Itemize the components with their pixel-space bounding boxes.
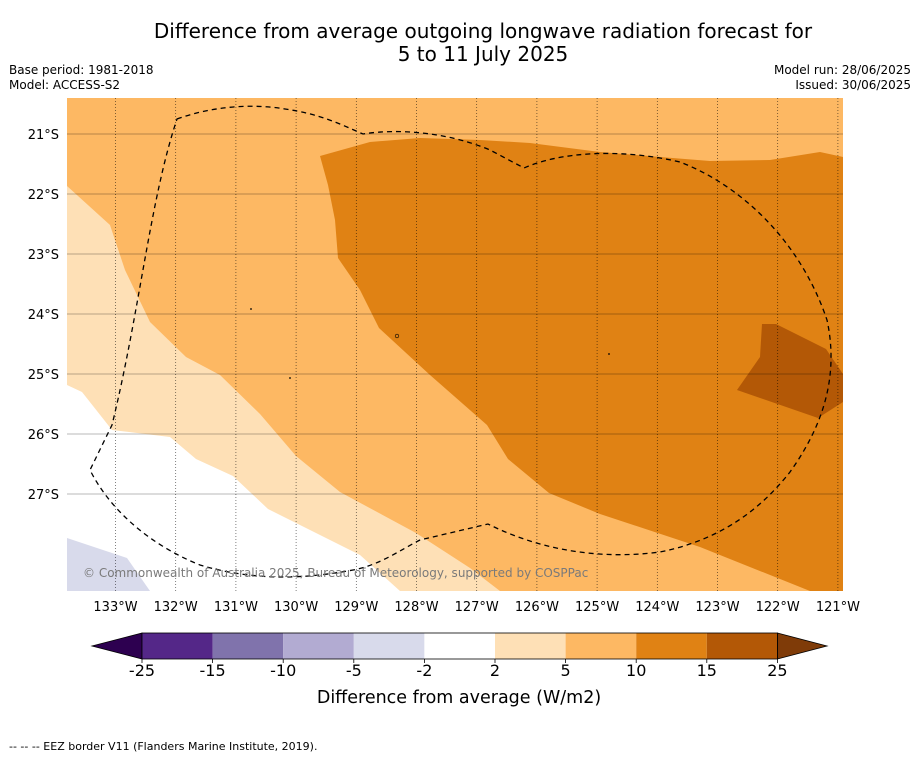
colorbar-bin xyxy=(495,633,566,659)
latitude-labels: 21°S 22°S 23°S 24°S 25°S 26°S 27°S xyxy=(28,128,59,503)
colorbar: -25 -15 -10 -5 -2 2 5 10 15 25 xyxy=(90,632,829,680)
copyright-notice: © Commonwealth of Australia 2025, Bureau… xyxy=(83,566,588,580)
colorbar-bin xyxy=(142,633,213,659)
colorbar-title: Difference from average (W/m2) xyxy=(317,688,601,708)
lon-label: 130°W xyxy=(274,600,318,615)
lon-label: 122°W xyxy=(756,600,800,615)
colorbar-extend-low xyxy=(90,632,143,660)
contour-speck xyxy=(289,377,291,379)
longitude-gridlines xyxy=(115,98,839,591)
region-10-15 xyxy=(320,138,843,591)
colorbar-bin xyxy=(212,633,284,659)
colorbar-bin xyxy=(424,633,495,659)
model-name: Model: ACCESS-S2 xyxy=(9,78,121,92)
lat-label: 25°S xyxy=(28,368,59,383)
issued-date: Issued: 30/06/2025 xyxy=(795,78,911,92)
colorbar-tick-label: 2 xyxy=(490,661,500,680)
title-line-2: 5 to 11 July 2025 xyxy=(397,42,569,66)
latitude-gridlines xyxy=(67,133,843,495)
lon-label: 126°W xyxy=(515,600,559,615)
meta-right: Model run: 28/06/2025 Issued: 30/06/2025 xyxy=(774,63,911,93)
region-neutral xyxy=(67,385,400,591)
lat-label: 22°S xyxy=(28,188,59,203)
meta-left: Base period: 1981-2018 Model: ACCESS-S2 xyxy=(9,63,154,93)
map-area: © Commonwealth of Australia 2025, Bureau… xyxy=(67,98,843,591)
title-line-1: Difference from average outgoing longwav… xyxy=(153,19,813,43)
lat-label: 26°S xyxy=(28,428,59,443)
lon-label: 132°W xyxy=(154,600,198,615)
colorbar-bin xyxy=(706,633,778,659)
colorbar-tick-label: 25 xyxy=(767,661,787,680)
lon-label: 124°W xyxy=(635,600,679,615)
lon-label: 128°W xyxy=(394,600,438,615)
colorbar-extend-high xyxy=(777,632,829,660)
colorbar-bin xyxy=(636,633,707,659)
colorbar-bin xyxy=(283,633,354,659)
lat-label: 21°S xyxy=(28,128,59,143)
lon-label: 121°W xyxy=(816,600,860,615)
contour-speck xyxy=(608,353,610,355)
colorbar-tick-label: 15 xyxy=(697,661,717,680)
colorbar-tick-label: 10 xyxy=(626,661,646,680)
eez-footnote: -- -- -- EEZ border V11 (Flanders Marine… xyxy=(9,740,318,753)
contour-speck xyxy=(394,333,400,339)
colorbar-bin xyxy=(565,633,637,659)
contour-speck xyxy=(250,308,252,310)
colorbar-tick-label: -25 xyxy=(129,661,155,680)
colorbar-tick-label: -15 xyxy=(200,661,226,680)
eez-border xyxy=(89,105,832,578)
lon-label: 123°W xyxy=(695,600,739,615)
map-title: Difference from average outgoing longwav… xyxy=(60,20,906,66)
longitude-labels: 133°W 132°W 131°W 130°W 129°W 128°W 127°W 126°W… xyxy=(93,600,860,615)
colorbar-tick-label: -5 xyxy=(346,661,362,680)
region-minus-5-2 xyxy=(67,538,150,591)
model-run: Model run: 28/06/2025 xyxy=(773,63,911,77)
base-period: Base period: 1981-2018 xyxy=(9,63,154,77)
colorbar-tick-label: 5 xyxy=(561,661,571,680)
lat-label: 24°S xyxy=(28,308,59,323)
colorbar-frame xyxy=(141,632,778,660)
lon-label: 133°W xyxy=(93,600,137,615)
lon-label: 129°W xyxy=(334,600,378,615)
lon-label: 127°W xyxy=(455,600,499,615)
region-15-25 xyxy=(737,324,843,418)
lat-label: 27°S xyxy=(28,488,59,503)
lon-label: 125°W xyxy=(575,600,619,615)
lon-label: 131°W xyxy=(214,600,258,615)
colorbar-tick-label: -10 xyxy=(270,661,296,680)
colorbar-tick-label: -2 xyxy=(416,661,432,680)
lat-label: 23°S xyxy=(28,248,59,263)
colorbar-bin xyxy=(353,633,425,659)
